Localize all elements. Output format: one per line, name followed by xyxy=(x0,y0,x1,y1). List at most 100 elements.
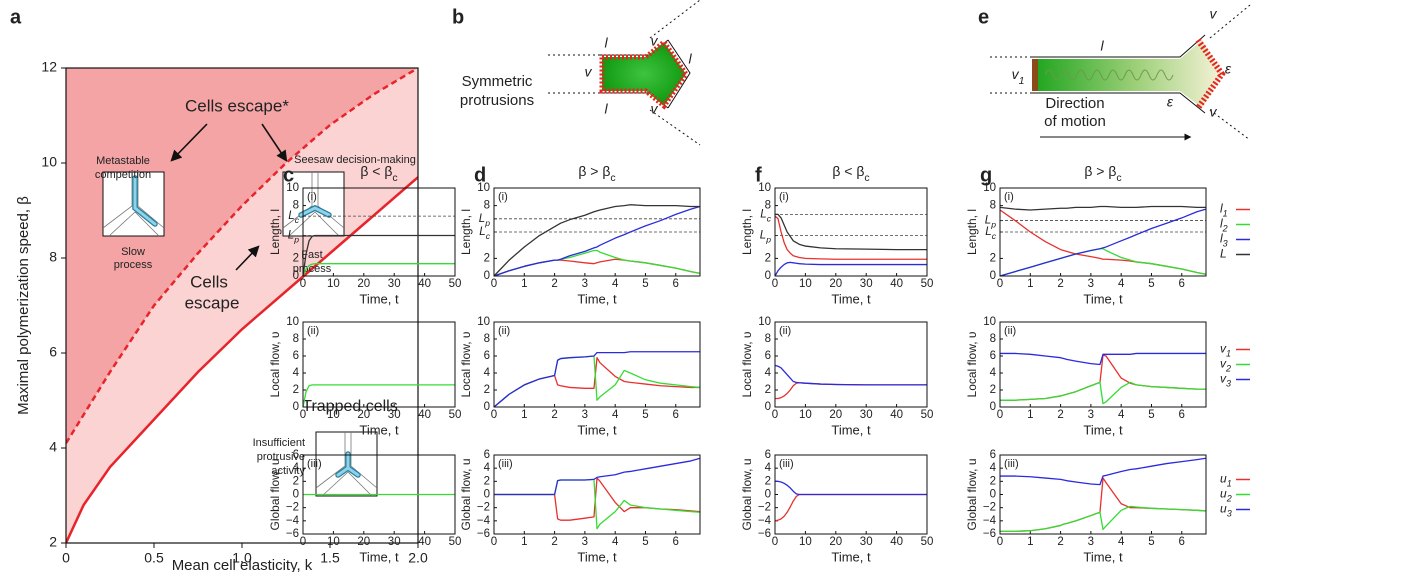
annotation: process xyxy=(114,259,153,271)
y-tick-label: 0 xyxy=(484,401,490,413)
y-tick-label: 10 xyxy=(758,182,771,194)
y-tick-label: 10 xyxy=(758,316,771,328)
x-tick-label: 6 xyxy=(1179,536,1185,548)
diagram-label: v xyxy=(651,33,659,49)
channel-dotted xyxy=(548,0,701,146)
y-tick-label: −2 xyxy=(477,502,490,514)
x-axis-label: Mean cell elasticity, k xyxy=(172,557,313,572)
spring xyxy=(1044,69,1174,81)
x-tick-label: 2 xyxy=(1057,278,1063,290)
series-line xyxy=(775,213,927,251)
y-tick-label: 2 xyxy=(990,252,996,264)
frame xyxy=(302,187,456,277)
x-tick-label: 20 xyxy=(829,278,842,290)
subplot-title: β < βc xyxy=(360,163,397,184)
x-tick-label: 0.5 xyxy=(144,550,164,566)
x-axis-label: Time, t xyxy=(1083,422,1123,437)
y-tick-label: Lc xyxy=(288,210,299,225)
x-tick-label: 1.0 xyxy=(232,550,252,566)
x-tick-label: 2 xyxy=(551,278,557,290)
y-axis-label: Length, l xyxy=(965,209,979,255)
inset xyxy=(282,171,345,237)
subplot-title: β > βc xyxy=(578,163,615,184)
x-tick-label: 4 xyxy=(1118,536,1125,548)
x-tick-label: 1.5 xyxy=(320,550,340,566)
y-tick-label: 2 xyxy=(990,475,996,487)
x-axis-label: Time, t xyxy=(359,549,399,564)
panel-letter: f xyxy=(755,164,762,186)
y-tick-label: 0 xyxy=(765,489,771,501)
y-tick-label: 4 xyxy=(293,462,300,474)
x-tick-label: 20 xyxy=(357,536,370,548)
y-tick-label: Lc xyxy=(760,208,771,223)
x-axis-label: Time, t xyxy=(831,549,871,564)
y-tick-label: 2 xyxy=(293,384,299,396)
frame xyxy=(999,321,1207,408)
y-tick-label: 10 xyxy=(286,182,299,194)
y-tick-label: 0 xyxy=(990,489,996,501)
panel-label: (iii) xyxy=(307,458,322,470)
x-tick-label: 5 xyxy=(642,278,648,290)
series-line xyxy=(999,208,1207,277)
x-tick-label: 3 xyxy=(582,409,588,421)
legend-label: l1 xyxy=(1220,202,1228,219)
x-tick-label: 5 xyxy=(1148,278,1154,290)
x-tick-label: 40 xyxy=(418,278,431,290)
y-tick-label: 8 xyxy=(765,333,771,345)
y-tick-label: 2 xyxy=(765,252,771,264)
x-tick-label: 0 xyxy=(997,536,1003,548)
x-tick-label: 3 xyxy=(582,278,588,290)
y-tick-label: 8 xyxy=(484,200,490,212)
y-tick-label: 4 xyxy=(990,462,997,474)
y-tick-label: 6 xyxy=(293,449,299,461)
x-axis-label: Time, t xyxy=(359,291,399,306)
rear xyxy=(1032,59,1038,91)
x-tick-label: 50 xyxy=(921,278,934,290)
x-axis-label: Time, t xyxy=(577,422,617,437)
y-tick-label: 6 xyxy=(293,350,299,362)
y-tick-label: 10 xyxy=(477,316,490,328)
panel-label: (i) xyxy=(1004,191,1014,203)
series-line xyxy=(302,384,455,408)
diagram-label: v xyxy=(651,101,659,117)
y-tick-label: 4 xyxy=(765,367,772,379)
x-tick-label: 40 xyxy=(418,536,431,548)
arrow xyxy=(261,123,288,162)
diagram-label: ε xyxy=(1167,94,1174,110)
frame xyxy=(302,454,456,535)
series-line xyxy=(774,261,927,277)
series-line xyxy=(999,248,1207,277)
panel-label: (ii) xyxy=(307,325,319,337)
y-tick-label: 6 xyxy=(990,350,996,362)
frame xyxy=(774,454,928,535)
panel-letter: e xyxy=(978,6,989,28)
x-tick-label: 4 xyxy=(1118,409,1125,421)
y-tick-label: 8 xyxy=(293,200,299,212)
inset-cell-core xyxy=(336,452,360,477)
x-tick-label: 50 xyxy=(921,536,934,548)
y-tick-label: −6 xyxy=(983,528,996,540)
y-tick-label: 2 xyxy=(49,534,57,550)
legend-label: u1 xyxy=(1220,472,1232,489)
annotation: protrusive xyxy=(257,451,305,463)
x-tick-label: 4 xyxy=(1118,278,1125,290)
subplot: 0 2 4 6 8 10 0 10 20 30 40 50 (ii) Time, t Local flow,… xyxy=(268,316,461,437)
legend-label: v2 xyxy=(1220,357,1231,374)
x-axis-label: Time, t xyxy=(359,422,399,437)
x-tick-label: 6 xyxy=(1179,278,1185,290)
x-tick-label: 1 xyxy=(521,409,527,421)
diagram-label: l xyxy=(688,51,692,67)
series-line xyxy=(493,351,700,408)
x-tick-label: 3 xyxy=(1088,536,1094,548)
y-tick-label: 12 xyxy=(41,59,57,75)
diagram-label: l xyxy=(604,101,608,117)
x-tick-label: 10 xyxy=(327,536,340,548)
x-tick-label: 1 xyxy=(1027,536,1033,548)
y-tick-label: 0 xyxy=(765,401,771,413)
series-line xyxy=(774,215,927,260)
x-tick-label: 30 xyxy=(860,278,873,290)
y-tick-label: −6 xyxy=(758,528,771,540)
series-line xyxy=(774,493,927,522)
y-tick-label: −2 xyxy=(286,502,299,514)
